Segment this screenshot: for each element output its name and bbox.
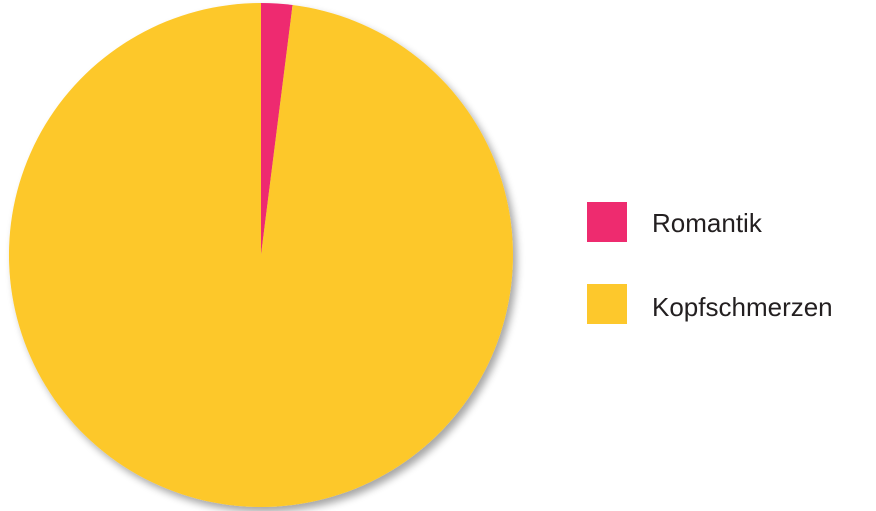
- legend-label-kopfschmerzen: Kopfschmerzen: [652, 292, 833, 322]
- pie-slice-kopfschmerzen: [8, 2, 513, 507]
- pie: [8, 2, 513, 507]
- pie-slice-romantik: [261, 3, 293, 255]
- legend-label-romantik: Romantik: [652, 208, 763, 238]
- legend: Romantik Kopfschmerzen: [587, 202, 833, 324]
- legend-swatch-romantik: [587, 202, 627, 242]
- legend-swatch-kopfschmerzen: [587, 284, 627, 324]
